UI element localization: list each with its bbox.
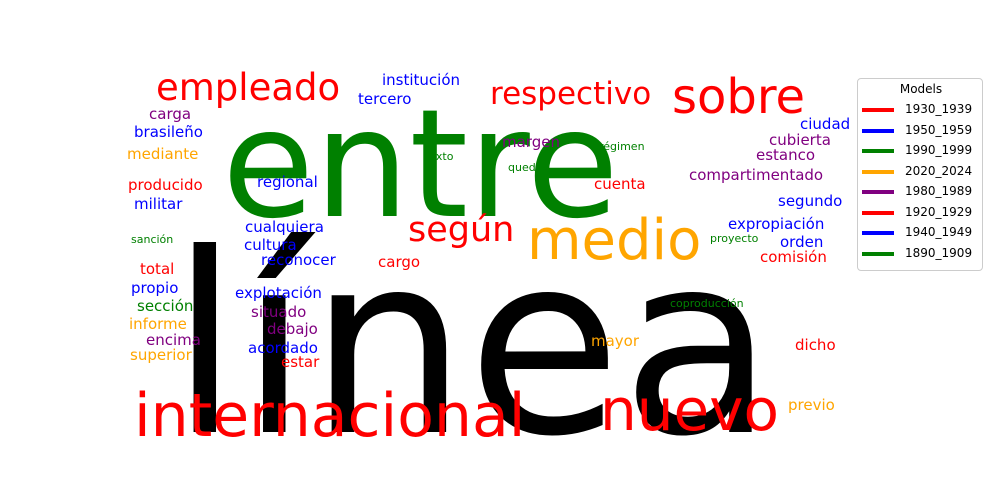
- word-quedar: quedar: [508, 161, 547, 174]
- legend-entry-1890_1909: 1890_1909: [862, 245, 982, 263]
- word-medio: medio: [527, 208, 701, 273]
- legend-swatch: [862, 190, 894, 194]
- word-dicho: dicho: [795, 336, 836, 354]
- legend-label: 1980_1989: [905, 184, 973, 198]
- word-nuevo: nuevo: [600, 376, 779, 444]
- legend-swatch: [862, 149, 894, 153]
- word-cargo: cargo: [378, 253, 420, 271]
- word-regional: regional: [257, 173, 318, 191]
- word-ciudad: ciudad: [800, 115, 850, 133]
- word-sobre: sobre: [672, 69, 805, 125]
- word-institucion: institución: [382, 71, 460, 89]
- word-regimen: régimen: [599, 140, 645, 153]
- word-producido: producido: [128, 176, 203, 194]
- word-situado: situado: [251, 303, 306, 321]
- legend-label: 2020_2024: [905, 163, 973, 178]
- word-segun: según: [408, 210, 514, 250]
- word-propio: propio: [131, 279, 178, 297]
- word-cubierta: cubierta: [769, 131, 831, 149]
- legend-swatch: [862, 169, 894, 174]
- word-comision: comisión: [760, 248, 827, 266]
- legend-entry-2020_2024: 2020_2024: [862, 163, 982, 181]
- word-entre: entre: [222, 78, 619, 252]
- legend-swatch: [862, 108, 894, 112]
- word-militar: militar: [134, 195, 183, 213]
- word-previo: previo: [788, 396, 835, 414]
- word-expropiacion: expropiación: [728, 215, 824, 233]
- word-coproduccion: coproducción: [670, 297, 744, 310]
- word-total: total: [140, 260, 174, 278]
- word-superior: superior: [130, 346, 193, 364]
- word-reconocer: reconocer: [261, 251, 337, 269]
- word-linea: línea: [170, 200, 774, 491]
- word-encima: encima: [146, 331, 201, 349]
- word-brasileno: brasileño: [134, 123, 203, 141]
- legend-label: 1940_1949: [905, 225, 973, 239]
- word-explotacion: explotación: [235, 284, 322, 302]
- word-texto: texto: [425, 150, 454, 163]
- word-carga: carga: [149, 105, 191, 123]
- word-debajo: debajo: [267, 320, 318, 338]
- word-mayor: mayor: [591, 332, 640, 350]
- word-orden: orden: [780, 233, 823, 251]
- word-acordado: acordado: [248, 339, 318, 357]
- word-estar: estar: [281, 353, 320, 371]
- word-internacional: internacional: [134, 381, 525, 451]
- word-estanco: estanco: [756, 146, 815, 164]
- legend-label: 1950_1959: [905, 122, 973, 137]
- word-cultura: cultura: [244, 236, 297, 254]
- word-informe: informe: [129, 315, 187, 333]
- legend-entry-1990_1999: 1990_1999: [862, 142, 982, 160]
- word-tercero: tercero: [358, 90, 411, 108]
- word-margen: margen: [502, 133, 560, 151]
- legend-label: 1990_1999: [905, 143, 973, 157]
- word-segundo: segundo: [778, 192, 842, 210]
- legend-entry-1920_1929: 1920_1929: [862, 204, 982, 222]
- legend-swatch: [862, 210, 894, 215]
- legend-label: 1890_1909: [905, 245, 973, 260]
- word-cualquiera: cualquiera: [245, 218, 324, 236]
- legend-entry-1940_1949: 1940_1949: [862, 224, 982, 242]
- word-compartimentado: compartimentado: [689, 166, 823, 184]
- legend-label: 1930_1939: [905, 102, 973, 116]
- word-empleado: empleado: [156, 66, 340, 109]
- word-cuenta: cuenta: [594, 175, 646, 193]
- word-sancion: sanción: [131, 233, 173, 246]
- legend-entry-1930_1939: 1930_1939: [862, 101, 982, 119]
- word-mediante: mediante: [127, 145, 198, 163]
- legend-entry-1980_1989: 1980_1989: [862, 183, 982, 201]
- word-proyecto: proyecto: [710, 232, 759, 245]
- legend-label: 1920_1929: [905, 204, 973, 219]
- legend-swatch: [862, 251, 894, 256]
- word-seccion: sección: [137, 297, 193, 315]
- word-respectivo: respectivo: [490, 76, 651, 112]
- legend-title: Models: [899, 82, 943, 96]
- legend-swatch: [862, 231, 894, 235]
- legend: Models 1930_1939 1950_1959 1990_1999 2020_2…: [857, 78, 983, 271]
- legend-entry-1950_1959: 1950_1959: [862, 122, 982, 140]
- legend-swatch: [862, 128, 894, 133]
